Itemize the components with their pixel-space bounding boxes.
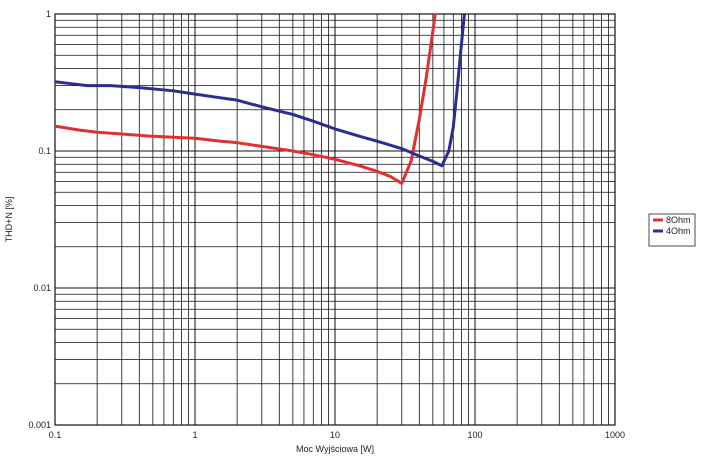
series-line-4ohm [55, 14, 466, 168]
x-tick-label: 1 [192, 430, 197, 440]
y-tick-label: 0.01 [33, 283, 51, 293]
tick-labels: 0.1 1 10 100 1000 0.001 0.01 0.1 1 [28, 9, 625, 440]
legend-label: 4Ohm [666, 226, 691, 236]
plot-border [54, 13, 616, 426]
y-tick-label: 1 [46, 9, 51, 19]
x-tick-label: 0.1 [49, 430, 62, 440]
series-lines [55, 14, 466, 185]
x-tick-label: 10 [330, 430, 340, 440]
grid [54, 13, 616, 426]
y-tick-label: 0.001 [28, 420, 51, 430]
y-axis-title: THD+N [%] [4, 197, 14, 243]
y-tick-label: 0.1 [38, 146, 51, 156]
legend-label: 8Ohm [666, 215, 691, 225]
x-tick-label: 100 [467, 430, 482, 440]
x-tick-label: 1000 [605, 430, 625, 440]
x-axis-title: Moc Wyjściowa [W] [296, 444, 374, 454]
series-line-8ohm [55, 14, 437, 185]
